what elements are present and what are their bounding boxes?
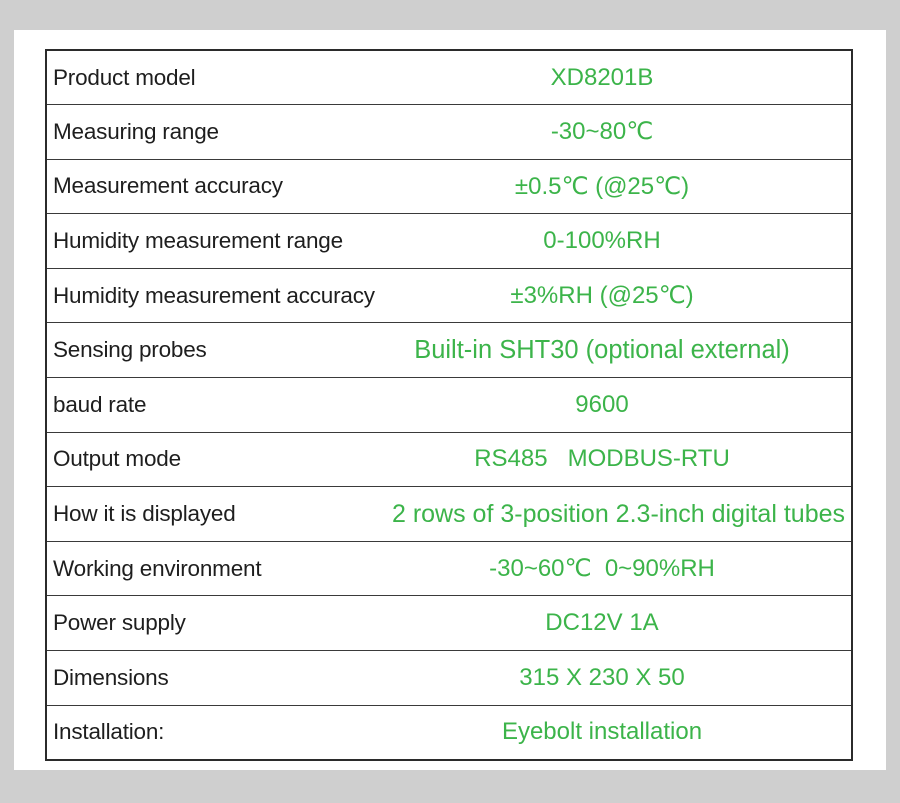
spec-label-measurement-accuracy: Measurement accuracy [46, 158, 353, 214]
spec-label-power-supply: Power supply [46, 595, 353, 651]
table-row: Humidity measurement accuracy ±3%RH (@25… [46, 267, 852, 323]
table-row: Humidity measurement range 0-100%RH [46, 213, 852, 269]
table-row: Output mode RS485 MODBUS-RTU [46, 431, 852, 487]
table-row: Power supply DC12V 1A [46, 595, 852, 651]
spec-value-humidity-accuracy: ±3%RH (@25℃) [353, 267, 852, 323]
spec-label-installation: Installation: [46, 704, 353, 760]
spec-value-dimensions: 315 X 230 X 50 [353, 650, 852, 706]
spec-value-power-supply: DC12V 1A [353, 595, 852, 651]
table-row: Installation: Eyebolt installation [46, 704, 852, 760]
spec-label-baud-rate: baud rate [46, 377, 353, 433]
spec-value-product-model: XD8201B [550, 63, 654, 91]
table-row: Measurement accuracy ±0.5℃ (@25℃) [46, 158, 852, 214]
table-row: Measuring range -30~80℃ [46, 104, 852, 160]
spec-label-humidity-accuracy: Humidity measurement accuracy [46, 267, 375, 323]
spec-value-baud-rate: 9600 [353, 377, 852, 433]
spec-value-installation: Eyebolt installation [353, 704, 852, 760]
spec-label-dimensions: Dimensions [46, 650, 353, 706]
table-row: Product model XD8201B [46, 50, 852, 105]
spec-value-working-environment: -30~60℃ 0~90%RH [353, 540, 852, 596]
spec-label-product-model: Product model [53, 64, 196, 90]
spec-value-sensing-probes: Built-in SHT30 (optional external) [353, 322, 852, 378]
spec-value-measurement-accuracy: ±0.5℃ (@25℃) [353, 158, 852, 214]
table-row: Sensing probes Built-in SHT30 (optional … [46, 322, 852, 378]
spec-label-display: How it is displayed [46, 486, 353, 542]
table-row: Dimensions 315 X 230 X 50 [46, 650, 852, 706]
table-row: baud rate 9600 [46, 377, 852, 433]
spec-value-humidity-range: 0-100%RH [353, 213, 852, 269]
spec-value-output-mode: RS485 MODBUS-RTU [353, 431, 852, 487]
spec-label-measuring-range: Measuring range [46, 104, 353, 160]
table-row: How it is displayed 2 rows of 3-position… [46, 486, 852, 542]
spec-label-working-environment: Working environment [46, 540, 353, 596]
table-row: Working environment -30~60℃ 0~90%RH [46, 540, 852, 596]
spec-label-output-mode: Output mode [46, 431, 353, 487]
spec-table: Product model XD8201B Measuring range -3… [45, 49, 853, 761]
spec-value-measuring-range: -30~80℃ [353, 104, 852, 160]
spec-value-display: 2 rows of 3-position 2.3-inch digital tu… [353, 486, 852, 542]
spec-label-sensing-probes: Sensing probes [46, 322, 353, 378]
spec-label-humidity-range: Humidity measurement range [46, 213, 353, 269]
